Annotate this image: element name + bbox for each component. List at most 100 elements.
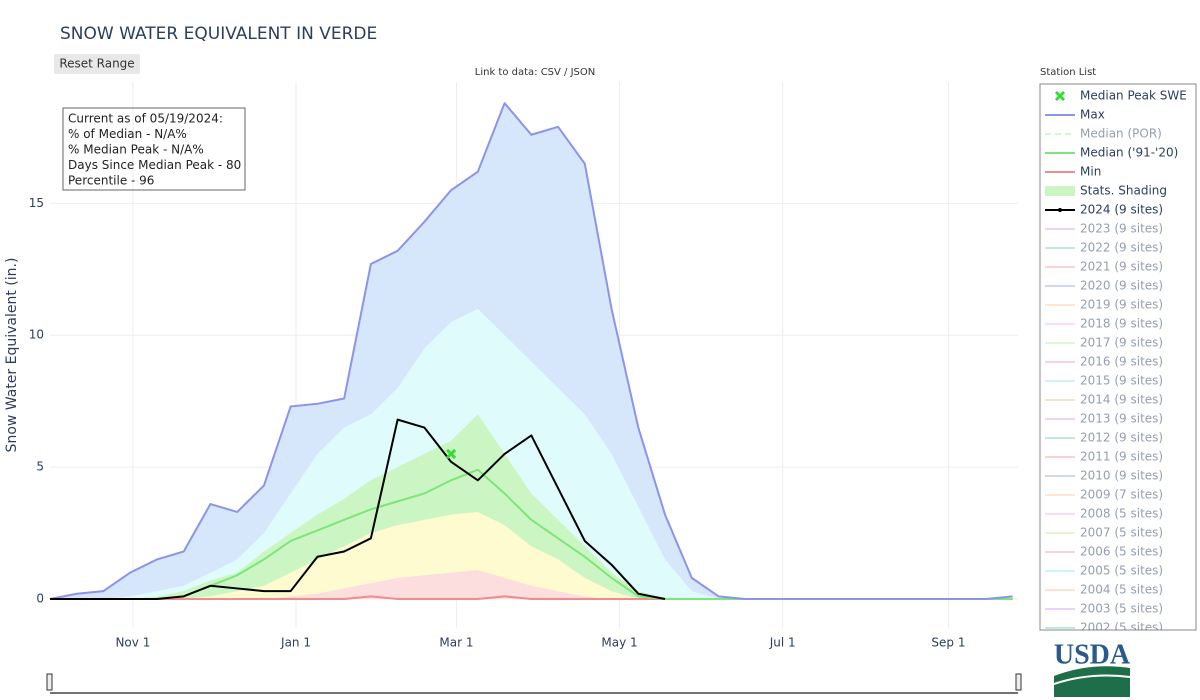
annotation-line: % Median Peak - N/A%	[68, 143, 204, 157]
x-tick-label: Sep 1	[931, 636, 965, 650]
legend-entry[interactable]: 2002 (5 sites)	[1045, 621, 1163, 635]
legend-entry[interactable]: 2005 (5 sites)	[1045, 564, 1163, 578]
legend-label: 2018 (9 sites)	[1080, 317, 1163, 331]
legend-label: 2012 (9 sites)	[1080, 431, 1163, 445]
legend: Median Peak SWE Max Median (POR) Median ('9…	[1045, 89, 1187, 635]
x-tick-label: Jan 1	[280, 636, 311, 650]
stats-shading	[50, 511, 1013, 599]
legend-entry[interactable]: 2013 (9 sites)	[1045, 412, 1163, 426]
legend-box	[1039, 83, 1197, 631]
legend-label: 2013 (9 sites)	[1080, 412, 1163, 426]
max-area	[50, 103, 1013, 599]
legend-entry[interactable]: 2019 (9 sites)	[1045, 298, 1163, 312]
legend-entry[interactable]: 2015 (9 sites)	[1045, 374, 1163, 388]
legend-label: Median (POR)	[1080, 127, 1162, 141]
legend-entry[interactable]: 2009 (7 sites)	[1045, 488, 1163, 502]
x-tick-label: Jul 1	[769, 636, 796, 650]
legend-entry[interactable]: 2022 (9 sites)	[1045, 241, 1163, 255]
legend-symbol	[1045, 186, 1075, 196]
legend-label: 2003 (5 sites)	[1080, 602, 1163, 616]
reset-button[interactable]: Reset Range	[59, 57, 134, 71]
legend-symbol	[1058, 208, 1062, 212]
legend-label: 2014 (9 sites)	[1080, 393, 1163, 407]
range-slider	[46, 673, 1022, 694]
legend-label: Min	[1080, 165, 1101, 179]
legend-entry[interactable]: 2012 (9 sites)	[1045, 431, 1163, 445]
legend-entry[interactable]: 2017 (9 sites)	[1045, 336, 1163, 350]
y-tick-label: 10	[29, 328, 44, 342]
legend-label: 2022 (9 sites)	[1080, 241, 1163, 255]
logo-stripe	[1053, 674, 1131, 685]
legend-label: 2008 (5 sites)	[1080, 507, 1163, 521]
y-tick-label: 5	[36, 460, 44, 474]
annotation-line: Current as of 05/19/2024:	[68, 112, 223, 126]
stats-shading	[50, 308, 1013, 599]
legend-entry[interactable]: 2020 (9 sites)	[1045, 279, 1163, 293]
y-axis-title: Snow Water Equivalent (in.)	[4, 258, 20, 453]
legend-label: 2004 (5 sites)	[1080, 583, 1163, 597]
legend-entry[interactable]: Median ('91-'20)	[1045, 146, 1178, 160]
series-line	[50, 418, 666, 600]
legend-entry[interactable]: 2007 (5 sites)	[1045, 526, 1163, 540]
reset-button-bg[interactable]	[54, 54, 140, 74]
legend-entry[interactable]: 2014 (9 sites)	[1045, 393, 1163, 407]
legend-entry[interactable]: 2018 (9 sites)	[1045, 317, 1163, 331]
x-tick-label: May 1	[601, 636, 637, 650]
legend-label: 2010 (9 sites)	[1080, 469, 1163, 483]
median-peak-marker	[446, 448, 457, 459]
legend-label: 2024 (9 sites)	[1080, 203, 1163, 217]
chart-title: SNOW WATER EQUIVALENT IN VERDE	[60, 24, 377, 44]
legend-entry[interactable]: 2004 (5 sites)	[1045, 583, 1163, 597]
y-tick-label: 15	[29, 196, 44, 210]
data-link[interactable]: Link to data: CSV / JSON	[475, 67, 596, 78]
legend-entry[interactable]: 2023 (9 sites)	[1045, 222, 1163, 236]
slider-handle[interactable]	[46, 673, 53, 691]
usda-logo: USDA	[1053, 639, 1131, 697]
legend-label: Median Peak SWE	[1080, 89, 1187, 103]
legend-entry[interactable]: 2024 (9 sites)	[1045, 203, 1163, 217]
legend-entry[interactable]: Median (POR)	[1045, 127, 1162, 141]
legend-entry[interactable]: Stats. Shading	[1045, 184, 1167, 198]
legend-label: 2021 (9 sites)	[1080, 260, 1163, 274]
legend-entry[interactable]: 2003 (5 sites)	[1045, 602, 1163, 616]
legend-entry[interactable]: 2010 (9 sites)	[1045, 469, 1163, 483]
x-tick-label: Mar 1	[439, 636, 473, 650]
legend-entry[interactable]: Median Peak SWE	[1054, 89, 1187, 103]
annotation-line: % of Median - N/A%	[68, 127, 187, 141]
legend-label: 2007 (5 sites)	[1080, 526, 1163, 540]
legend-symbol	[1054, 90, 1066, 102]
plot-area: 0 5 10 15 Nov 1 Jan 1 Mar 1 May 1 Jul 1 Sep 1	[29, 82, 1018, 650]
legend-entry[interactable]: 2011 (9 sites)	[1045, 450, 1163, 464]
series-line	[49, 102, 1013, 600]
legend-label: Max	[1080, 108, 1105, 122]
legend-title: Station List	[1040, 67, 1096, 78]
logo-text: USDA	[1054, 639, 1131, 670]
annotation-line: Percentile - 96	[68, 174, 154, 188]
legend-label: 2019 (9 sites)	[1080, 298, 1163, 312]
legend-label: 2015 (9 sites)	[1080, 374, 1163, 388]
annotation-box	[62, 107, 246, 191]
legend-entry[interactable]: 2016 (9 sites)	[1045, 355, 1163, 369]
stats-shading	[50, 569, 1013, 599]
legend-entry[interactable]: 2006 (5 sites)	[1045, 545, 1163, 559]
legend-label: Median ('91-'20)	[1080, 146, 1178, 160]
logo-field	[1054, 666, 1130, 697]
legend-label: Stats. Shading	[1080, 184, 1167, 198]
legend-entry[interactable]: Min	[1045, 165, 1101, 179]
legend-label: 2009 (7 sites)	[1080, 488, 1163, 502]
stats-shading	[50, 414, 1013, 599]
slider-handle[interactable]	[1015, 673, 1022, 691]
x-tick-label: Nov 1	[115, 636, 150, 650]
legend-label: 2020 (9 sites)	[1080, 279, 1163, 293]
legend-label: 2002 (5 sites)	[1080, 621, 1163, 635]
legend-label: 2023 (9 sites)	[1080, 222, 1163, 236]
legend-entry[interactable]: Max	[1045, 108, 1105, 122]
legend-label: 2011 (9 sites)	[1080, 450, 1163, 464]
legend-entry[interactable]: 2021 (9 sites)	[1045, 260, 1163, 274]
legend-entry[interactable]: 2008 (5 sites)	[1045, 507, 1163, 521]
annotation-line: Days Since Median Peak - 80	[68, 158, 241, 172]
legend-label: 2016 (9 sites)	[1080, 355, 1163, 369]
y-tick-label: 0	[36, 591, 44, 605]
